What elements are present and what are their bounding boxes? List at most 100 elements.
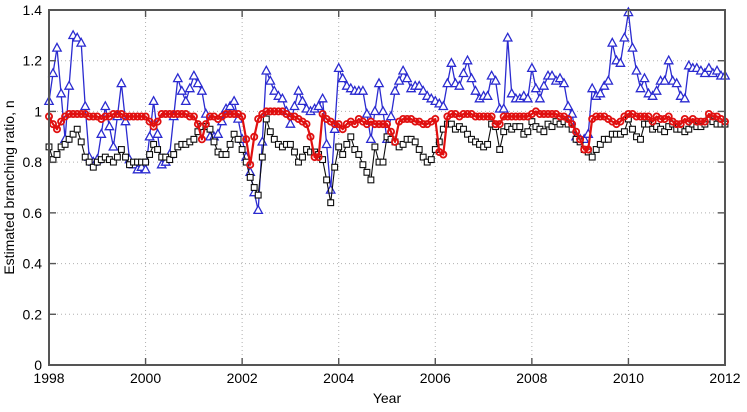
circle-marker [511,112,520,121]
triangle-marker [526,62,538,73]
triangle-marker [377,105,389,116]
circle-marker [439,150,448,159]
circle-marker [226,110,235,119]
triangle-marker [120,115,131,126]
square-marker [146,151,154,158]
triangle-marker [599,80,610,90]
square-marker [500,128,508,136]
circle-marker [708,112,717,121]
triangle-marker [530,82,542,93]
square-marker [637,135,644,143]
triangle-marker [228,95,240,106]
square-marker [77,138,85,146]
blue-triangles-line [48,11,725,211]
x-tick-label: 1998 [33,370,64,386]
triangle-marker [498,102,509,113]
circle-marker [338,125,347,134]
circle-marker [576,135,585,144]
triangle-marker [393,75,405,85]
circle-marker [286,112,295,121]
triangle-marker [176,85,188,95]
square-marker [206,125,214,133]
x-tick-label: 2008 [516,370,547,386]
circle-marker [374,120,383,129]
circle-marker [270,107,279,116]
square-marker [65,135,73,143]
circle-marker [431,115,440,124]
square-marker [246,173,254,181]
series-red-circles [45,107,730,169]
circle-marker [664,112,673,121]
square-marker [415,146,423,153]
square-marker [359,161,367,169]
y-axis-label: Estimated branching ratio, n [1,100,17,274]
square-marker [604,135,612,143]
triangle-marker [277,92,288,103]
triangle-marker [466,72,477,83]
circle-marker [177,110,186,119]
circle-marker [564,115,573,124]
triangle-marker [385,110,397,121]
circle-marker [596,112,605,121]
circle-marker [399,115,408,124]
y-tick-label: 0.8 [23,154,43,170]
circle-marker [648,117,657,126]
circle-marker [185,112,194,121]
triangle-marker [462,54,473,65]
triangle-marker [546,69,558,80]
circle-marker [568,120,577,129]
square-marker [620,128,628,136]
triangle-marker [224,100,236,111]
triangle-marker [522,92,534,103]
circle-marker [157,110,166,119]
circle-marker [189,112,198,121]
square-marker [254,191,262,199]
circle-marker [479,112,488,121]
circle-marker [53,125,62,134]
square-marker [343,140,351,148]
blue-triangles-markers [43,6,731,215]
triangle-marker [401,72,413,83]
circle-marker [411,117,420,126]
square-marker [258,153,266,161]
triangle-marker [639,72,650,83]
triangle-marker [192,77,204,88]
triangle-marker [538,80,550,90]
triangle-marker [75,37,87,47]
circle-marker [165,110,174,119]
circle-marker [73,110,82,119]
square-marker [61,140,69,148]
triangle-marker [490,75,501,85]
square-marker [331,163,339,171]
circle-marker [125,112,134,121]
triangle-marker [397,64,409,75]
circle-marker [636,112,645,121]
square-marker [363,168,371,176]
circle-marker [109,110,118,119]
triangle-marker [586,82,598,93]
circle-marker [205,112,214,121]
circle-marker [137,112,146,121]
square-marker [427,156,435,164]
square-marker [399,140,407,148]
square-marker [464,130,471,138]
circle-marker [250,132,259,141]
square-marker [85,158,93,166]
triangle-marker [711,64,723,75]
red-circles-line [48,110,726,166]
triangle-marker [212,128,224,138]
circle-marker [193,120,202,129]
triangle-marker [317,92,328,103]
y-tick-label: 1.2 [23,53,43,69]
square-marker [484,140,492,148]
circle-marker [334,120,343,129]
x-tick-label: 2004 [323,370,354,386]
circle-marker [447,110,456,119]
circle-marker [632,112,641,121]
square-marker [351,146,359,153]
triangle-marker [297,95,308,106]
square-marker [234,135,242,143]
square-marker [355,151,363,158]
y-tick-label: 1.4 [23,2,43,18]
